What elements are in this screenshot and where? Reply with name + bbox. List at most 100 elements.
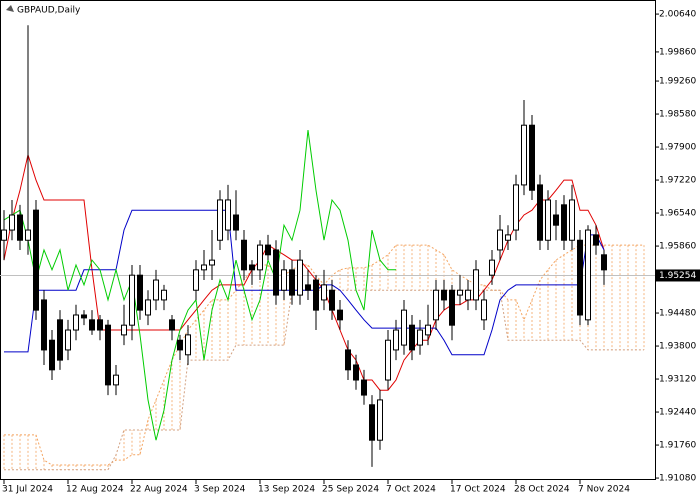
candle-body	[345, 349, 351, 371]
chart-title: GBPAUD,Daily	[17, 6, 81, 16]
candle-body	[57, 319, 63, 361]
y-tick-label: 1.92440	[659, 408, 696, 418]
candle-body	[65, 329, 71, 351]
indicator-line	[3, 152, 605, 391]
candle-body	[145, 299, 151, 316]
candle-body	[513, 184, 519, 231]
candle-body	[337, 309, 343, 321]
candle-body	[105, 324, 111, 386]
plot-frame	[0, 0, 656, 480]
candle-body	[409, 324, 415, 351]
candle-body	[553, 214, 559, 226]
candle-body	[129, 274, 135, 326]
candle-body	[289, 269, 295, 296]
y-tick-label: 1.97900	[659, 143, 696, 153]
y-tick-label: 1.91080	[659, 474, 696, 484]
candle-body	[161, 289, 167, 301]
candle-body	[361, 379, 367, 396]
candle-body	[569, 199, 575, 241]
candle-body	[537, 184, 543, 241]
y-tick-label: 1.94480	[659, 309, 696, 319]
candle-body	[313, 279, 319, 311]
x-tick-label: 25 Sep 2024	[322, 485, 379, 495]
x-tick-label: 17 Oct 2024	[450, 485, 506, 495]
candle-body	[185, 334, 191, 356]
candle-body	[353, 364, 359, 381]
candle-body	[201, 264, 207, 271]
candle-body	[465, 289, 471, 301]
candle-body	[497, 229, 503, 251]
candle-body	[193, 269, 199, 291]
candle-body	[417, 329, 423, 346]
candle-body	[249, 264, 255, 271]
x-tick-label: 3 Sep 2024	[194, 485, 246, 495]
candle-body	[377, 399, 383, 441]
candle-body	[17, 214, 23, 241]
y-tick-label: 1.96540	[659, 209, 696, 219]
candle-body	[545, 199, 551, 241]
candle-body	[209, 259, 215, 266]
candle-body	[153, 279, 159, 301]
last-price-label: 1.95254	[659, 271, 696, 281]
candle-body	[369, 404, 375, 441]
y-tick-label: 1.99260	[659, 77, 696, 87]
x-tick-label: 31 Jul 2024	[2, 485, 53, 495]
candle-body	[449, 289, 455, 326]
candle-body	[481, 299, 487, 321]
candle-body	[425, 324, 431, 336]
candle-body	[441, 289, 447, 301]
candle-body	[577, 239, 583, 316]
candle-body	[25, 229, 31, 241]
candle-body	[33, 209, 39, 311]
candle-body	[81, 314, 87, 319]
candle-body	[177, 339, 183, 351]
candle-body	[233, 214, 239, 231]
candle-body	[9, 214, 15, 231]
candle-body	[89, 319, 95, 331]
y-tick-label: 1.93120	[659, 375, 696, 385]
x-tick-label: 13 Sep 2024	[258, 485, 315, 495]
candle-body	[1, 229, 7, 241]
candle-body	[329, 289, 335, 311]
candle-body	[265, 244, 271, 256]
candle-body	[225, 199, 231, 231]
candle-body	[433, 289, 439, 321]
y-tick-label: 1.98580	[659, 110, 696, 120]
candle-body	[217, 199, 223, 241]
candle-body	[169, 319, 175, 331]
candle-body	[305, 284, 311, 291]
y-tick-label: 1.99860	[659, 47, 696, 57]
candle-body	[505, 234, 511, 241]
x-tick-label: 7 Oct 2024	[386, 485, 436, 495]
candle-body	[297, 259, 303, 296]
candle-body	[121, 324, 127, 336]
candle-body	[401, 309, 407, 346]
x-tick-label: 7 Nov 2024	[578, 485, 630, 495]
candle-body	[41, 299, 47, 351]
indicator-line	[4, 209, 605, 356]
indicator-line	[3, 130, 396, 441]
candle-body	[97, 319, 103, 331]
candle-body	[521, 124, 527, 186]
title-icon	[6, 5, 14, 12]
y-tick-label: 1.93800	[659, 342, 696, 352]
candle-body	[241, 239, 247, 271]
y-tick-label: 1.91760	[659, 441, 696, 451]
candle-body	[281, 269, 287, 291]
last-price-box	[656, 269, 700, 282]
candle-body	[561, 204, 567, 241]
candle-body	[593, 234, 599, 246]
candle-body	[273, 249, 279, 296]
candle-body	[73, 314, 79, 331]
candle-body	[137, 274, 143, 311]
candle-body	[321, 284, 327, 301]
candle-body	[489, 259, 495, 276]
candle-body	[529, 124, 535, 191]
candle-body	[473, 269, 479, 301]
y-tick-label: 1.95860	[659, 242, 696, 252]
candle-body	[49, 339, 55, 371]
x-tick-label: 22 Aug 2024	[130, 485, 188, 495]
x-tick-label: 12 Aug 2024	[66, 485, 124, 495]
